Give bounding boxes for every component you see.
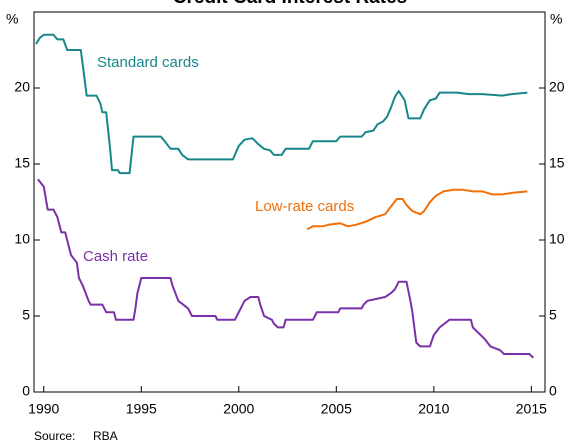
series-line [37, 178, 534, 359]
x-tick-label: 2000 [223, 401, 254, 417]
y-tick-label: 15 [14, 155, 30, 171]
y2-tick-label: 15 [549, 155, 565, 171]
x-tick-label: 2010 [418, 401, 449, 417]
y2-tick-label: 20 [549, 79, 565, 95]
series-label: Standard cards [97, 54, 199, 71]
x-tick-label: 2005 [321, 401, 352, 417]
y-tick-label: 0 [22, 383, 30, 399]
source-label: Source: [34, 429, 75, 443]
chart-title: Credit Card Interest Rates [173, 0, 407, 8]
y-tick-label: 10 [14, 231, 30, 247]
x-tick-label: 2015 [516, 401, 547, 417]
series-label: Cash rate [83, 248, 148, 265]
y-unit-label: % [6, 11, 18, 27]
series-line [35, 33, 528, 175]
series-line [306, 188, 528, 231]
y2-unit-label: % [550, 11, 562, 27]
y2-tick-label: 0 [549, 383, 557, 399]
y-tick-label: 5 [22, 307, 30, 323]
x-tick-label: 1990 [28, 401, 59, 417]
y2-tick-label: 10 [549, 231, 565, 247]
y2-tick-label: 5 [549, 307, 557, 323]
x-tick-label: 1995 [126, 401, 157, 417]
source: RBA [93, 429, 118, 443]
plot-frame [33, 11, 546, 393]
y-tick-label: 20 [14, 79, 30, 95]
series-label: Low-rate cards [255, 198, 354, 215]
